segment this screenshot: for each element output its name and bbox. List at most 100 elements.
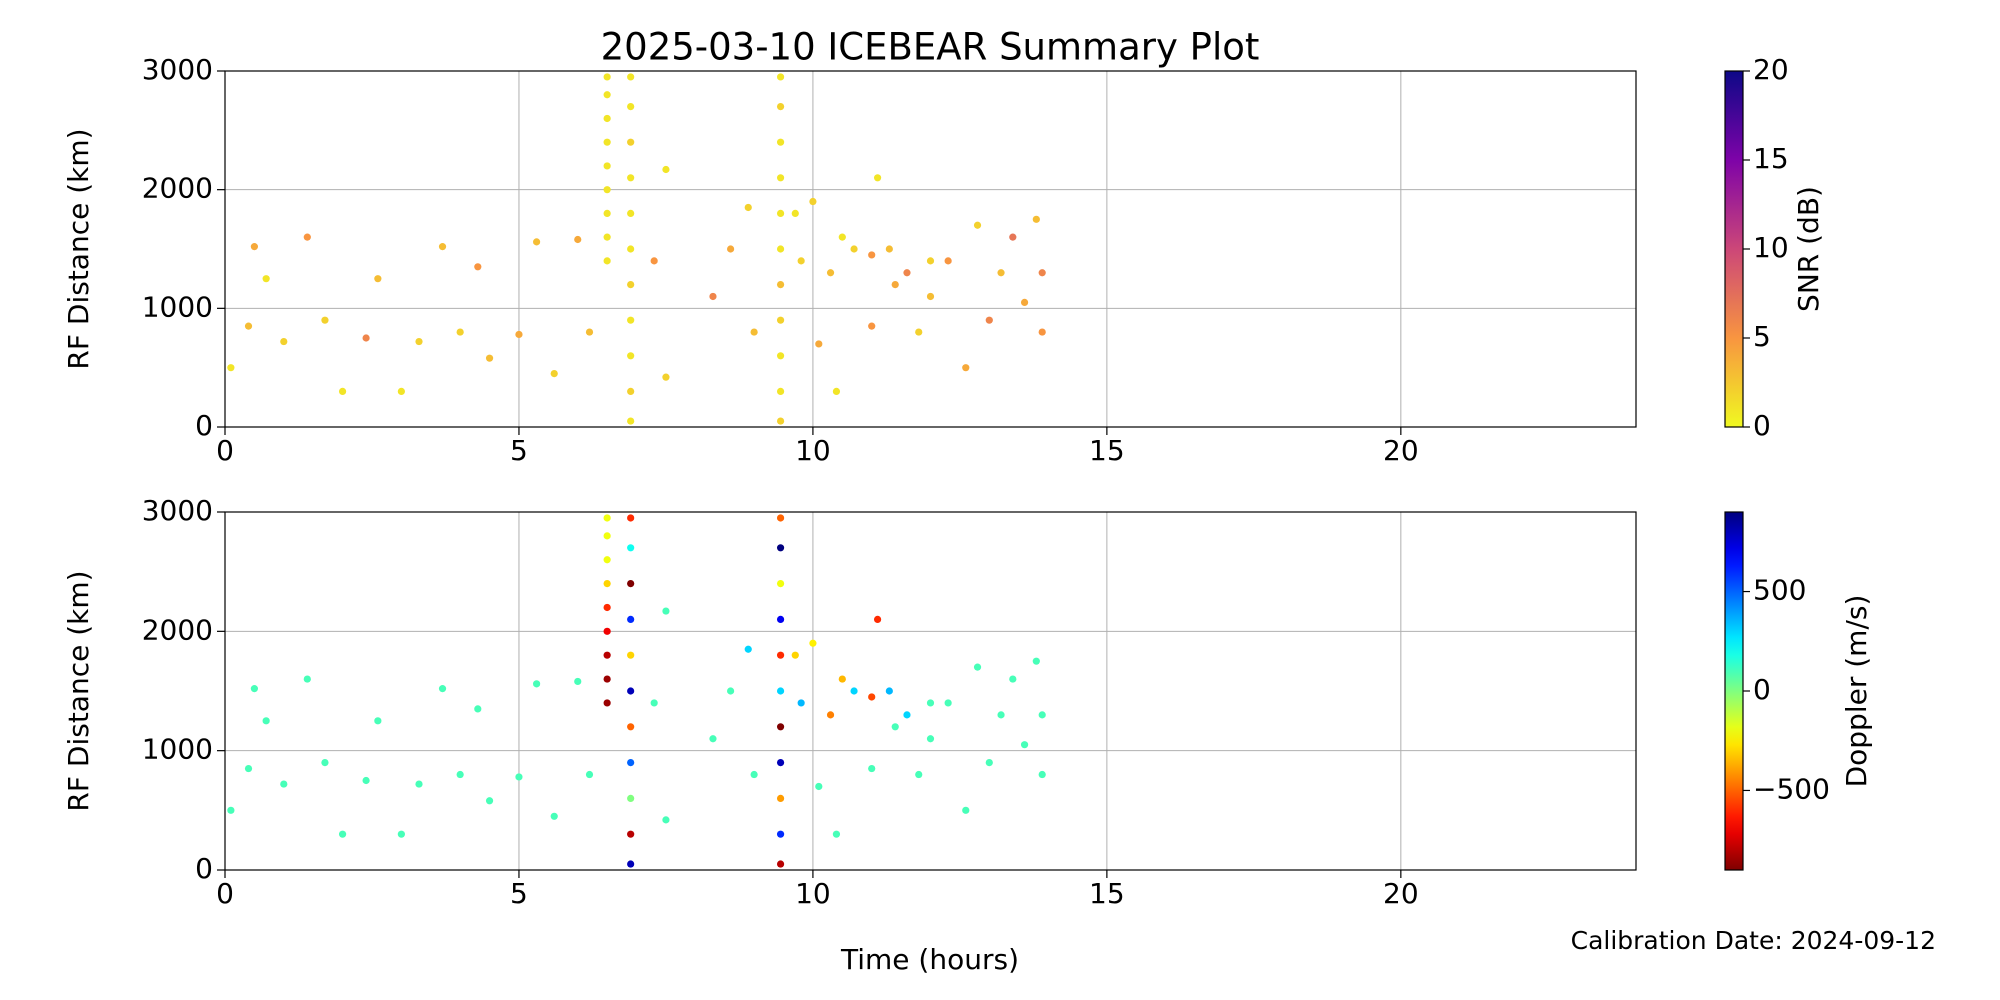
scatter-point <box>776 514 785 522</box>
scatter-point <box>321 759 329 767</box>
scatter-point <box>474 705 482 713</box>
scatter-point <box>662 373 670 381</box>
scatter-point <box>926 257 935 265</box>
y-axis-label: RF Distance (km) <box>62 570 95 811</box>
scatter-point <box>891 723 899 731</box>
scatter-point <box>321 316 329 324</box>
scatter-point <box>709 735 717 743</box>
chart-title: 2025-03-10 ICEBEAR Summary Plot <box>601 26 1260 69</box>
y-tick-label: 1000 <box>142 290 213 323</box>
scatter-point <box>776 544 785 552</box>
scatter-point <box>227 806 235 814</box>
scatter-point <box>603 627 611 635</box>
scatter-point <box>362 334 370 342</box>
scatter-point <box>776 723 785 731</box>
scatter-point <box>627 651 635 659</box>
scatter-point <box>662 165 670 174</box>
x-tick-label: 20 <box>1383 877 1419 910</box>
scatter-point <box>627 387 635 395</box>
y-axis-label: RF Distance (km) <box>62 128 95 369</box>
scatter-point <box>750 328 758 336</box>
scatter-point <box>791 209 799 217</box>
scatter-point <box>627 580 635 588</box>
scatter-point <box>627 103 635 111</box>
scatter-point <box>1038 711 1046 719</box>
scatter-point <box>280 780 288 788</box>
scatter-point <box>627 759 635 767</box>
scatter-point <box>362 776 370 785</box>
scatter-point <box>776 615 785 624</box>
scatter-point <box>727 687 735 695</box>
scatter-point <box>1020 741 1029 749</box>
y-tick-label: 3000 <box>142 53 213 86</box>
scatter-point <box>926 292 935 301</box>
scatter-point <box>262 717 270 725</box>
scatter-point <box>374 717 382 725</box>
scatter-point <box>374 275 382 283</box>
colorbar-tick-label: 0 <box>1753 409 1771 442</box>
scatter-point <box>1038 269 1046 277</box>
scatter-point <box>397 387 405 395</box>
scatter-point <box>997 711 1005 719</box>
scatter-point <box>776 138 785 146</box>
scatter-point <box>627 174 635 182</box>
scatter-point <box>662 607 670 615</box>
scatter-point <box>727 245 735 253</box>
colorbar <box>1724 70 1744 428</box>
scatter-point <box>776 387 785 395</box>
scatter-point <box>776 316 785 324</box>
x-tick-label: 15 <box>1089 434 1125 467</box>
scatter-point <box>985 759 993 767</box>
scatter-point <box>915 328 923 336</box>
scatter-point <box>776 651 785 659</box>
scatter-point <box>1038 328 1046 336</box>
x-tick-label: 10 <box>795 877 831 910</box>
x-tick-label: 5 <box>510 434 528 467</box>
scatter-point <box>850 687 858 695</box>
scatter-point <box>776 794 785 803</box>
scatter-point <box>627 417 635 425</box>
scatter-point <box>903 711 911 719</box>
plot-frame <box>224 511 1637 871</box>
scatter-point <box>962 364 970 372</box>
scatter-point <box>850 245 858 253</box>
scatter-point <box>627 860 635 868</box>
scatter-point <box>603 138 611 146</box>
scatter-point <box>776 687 785 695</box>
colorbar-label: Doppler (m/s) <box>1840 595 1873 788</box>
scatter-point <box>262 275 270 283</box>
scatter-point <box>603 186 611 194</box>
scatter-point <box>744 203 752 212</box>
colorbar-tick-label: 10 <box>1753 231 1789 264</box>
scatter-point <box>885 687 893 695</box>
scatter-point <box>627 245 635 253</box>
scatter-point <box>397 830 405 838</box>
scatter-point <box>603 257 611 265</box>
scatter-point <box>250 243 258 251</box>
scatter-point <box>603 699 611 707</box>
scatter-point <box>627 352 635 360</box>
scatter-point <box>832 387 841 395</box>
scatter-point <box>603 675 611 683</box>
scatter-point <box>868 251 876 259</box>
y-tick-label: 2000 <box>142 172 213 205</box>
scatter-point <box>776 73 785 81</box>
scatter-point <box>776 759 785 767</box>
y-tick-label: 0 <box>195 852 213 885</box>
scatter-point <box>627 316 635 324</box>
scatter-point <box>1009 675 1017 683</box>
x-tick-label: 10 <box>795 434 831 467</box>
scatter-point <box>776 830 785 838</box>
scatter-point <box>603 73 611 81</box>
scatter-point <box>744 645 752 653</box>
scatter-point <box>1020 298 1029 306</box>
scatter-point <box>574 235 582 244</box>
scatter-point <box>873 174 882 182</box>
scatter-point <box>776 417 785 425</box>
scatter-point <box>797 257 805 265</box>
y-tick-label: 0 <box>195 409 213 442</box>
scatter-point <box>456 770 464 779</box>
scatter-point <box>997 269 1005 277</box>
scatter-point <box>1032 215 1040 223</box>
